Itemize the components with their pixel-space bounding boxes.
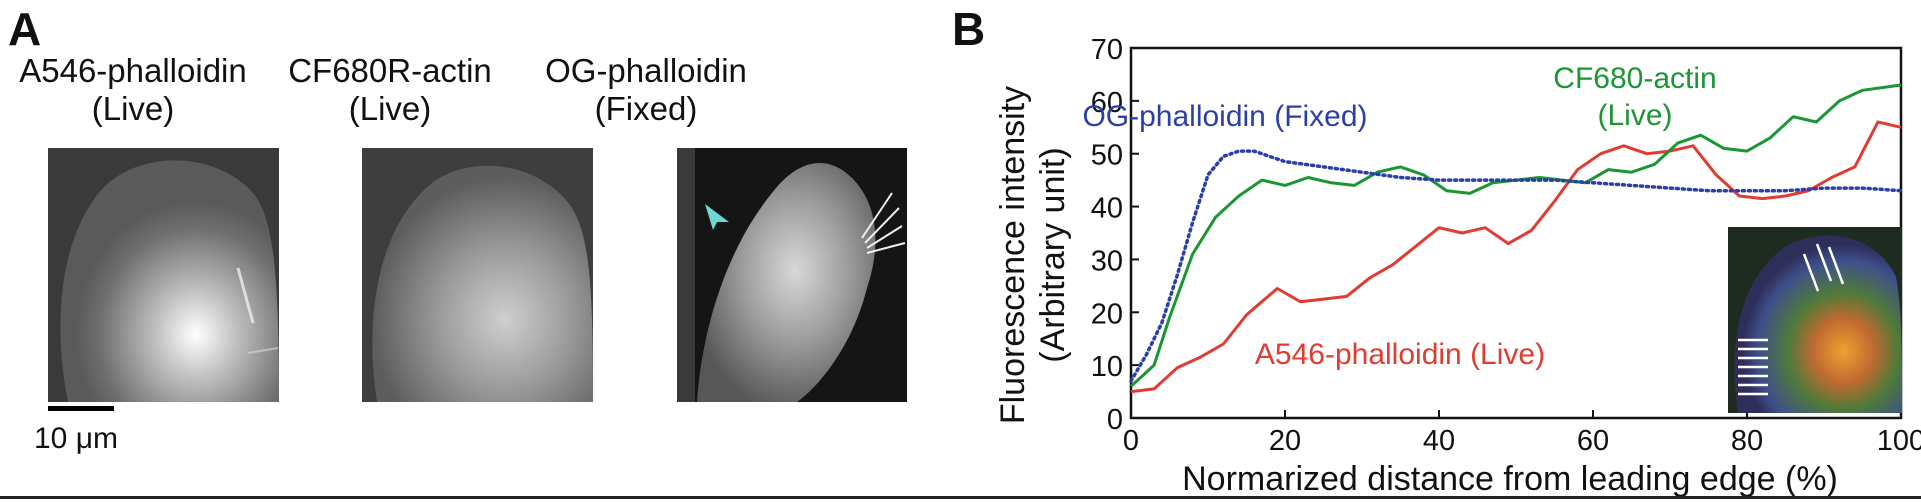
y-tick-label: 60: [1091, 87, 1123, 119]
x-tick-label: 20: [1269, 425, 1301, 457]
chart-ticks: 0 10 20 30 40 50 60 70 0 20 40 60 80 100: [1091, 34, 1921, 457]
y-tick-label: 70: [1091, 34, 1123, 66]
image-label-og-line2: (Fixed): [594, 90, 698, 127]
chart-inset-image: [1728, 227, 1902, 413]
micrograph-a546-svg: [48, 148, 279, 402]
panel-a-letter: A: [8, 3, 42, 55]
scale-bar: [48, 406, 114, 411]
micrograph-og-phalloidin: [677, 148, 907, 402]
y-tick-label: 20: [1091, 298, 1123, 330]
x-tick-label: 80: [1731, 425, 1763, 457]
image-label-og: OG-phalloidin (Fixed): [496, 52, 796, 128]
image-label-cf680r: CF680R-actin (Live): [240, 52, 540, 128]
y-axis-label-line1: Fluorescence intensity: [994, 86, 1032, 424]
image-label-cf680r-line1: CF680R-actin: [288, 52, 492, 89]
micrograph-cf680r-actin: [362, 148, 593, 402]
x-tick-label: 40: [1423, 425, 1455, 457]
image-label-a546: A546-phalloidin (Live): [0, 52, 283, 128]
bottom-rule: [0, 496, 1921, 499]
y-tick-label: 0: [1107, 404, 1123, 436]
x-axis-label: Normarized distance from leading edge (%…: [1182, 460, 1838, 498]
y-axis-label-line2: (Arbitrary unit): [1034, 147, 1072, 362]
x-tick-label: 60: [1577, 425, 1609, 457]
y-tick-label: 50: [1091, 140, 1123, 172]
x-tick-label: 100: [1877, 425, 1921, 457]
y-tick-label: 30: [1091, 245, 1123, 277]
image-label-a546-line1: A546-phalloidin: [19, 52, 247, 89]
micrograph-cf680r-svg: [362, 148, 593, 402]
annotation-og-phalloidin: OG-phalloidin (Fixed): [1082, 100, 1367, 133]
image-label-og-line1: OG-phalloidin: [545, 52, 747, 89]
y-tick-label: 10: [1091, 351, 1123, 383]
image-label-a546-line2: (Live): [91, 90, 175, 127]
image-label-cf680r-line2: (Live): [348, 90, 432, 127]
annotation-a546-phalloidin: A546-phalloidin (Live): [1255, 338, 1545, 371]
series-line-2: [1129, 149, 1903, 383]
annotation-cf680-actin-line2: (Live): [1597, 99, 1672, 132]
micrograph-og-svg: [677, 148, 907, 402]
series-line-0: [1130, 120, 1902, 394]
panel-b-letter: B: [952, 3, 986, 55]
annotation-cf680-actin-line1: CF680-actin: [1553, 62, 1716, 95]
x-tick-label: 0: [1123, 425, 1139, 457]
micrograph-a546-phalloidin: [48, 148, 279, 402]
scale-bar-label: 10 μm: [34, 422, 118, 455]
y-tick-label: 40: [1091, 193, 1123, 225]
arrowhead-icon: [705, 204, 729, 230]
chart-inset-svg: [1728, 227, 1902, 413]
inset-line-scans: [1738, 243, 1845, 396]
chart-series: [1129, 83, 1903, 394]
